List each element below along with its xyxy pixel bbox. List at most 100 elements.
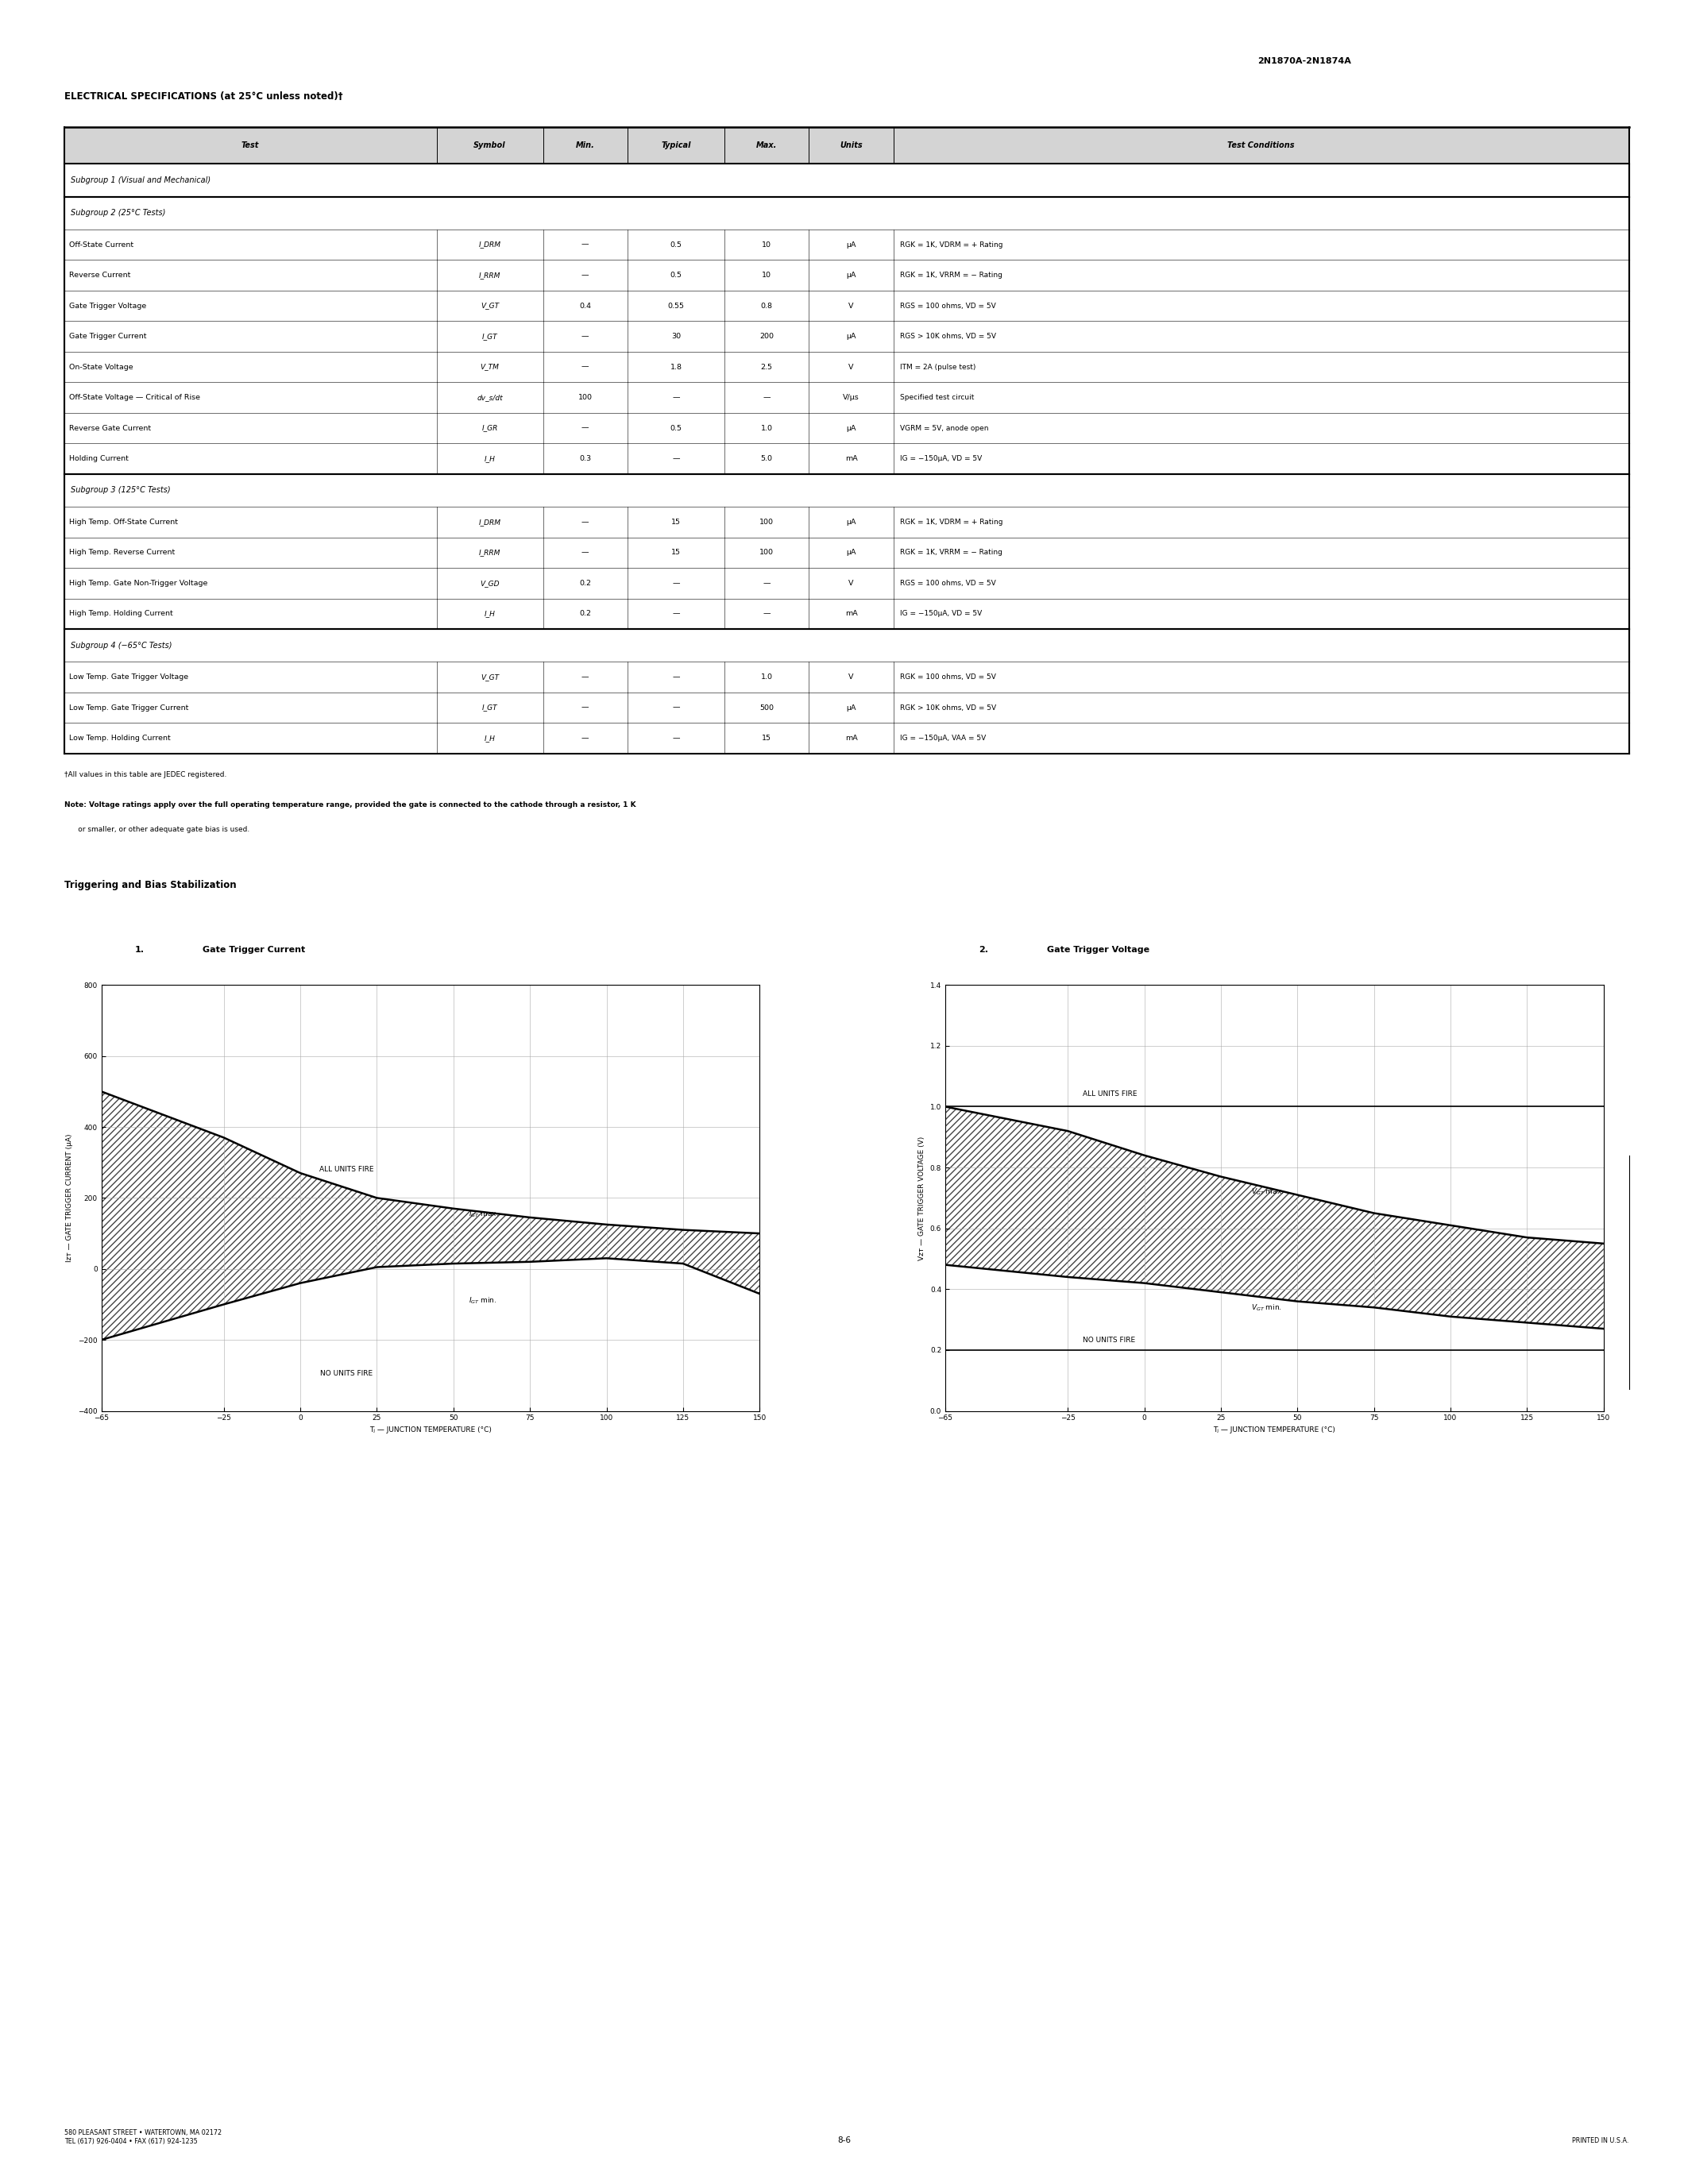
Text: 580 PLEASANT STREET • WATERTOWN, MA 02172
TEL (617) 926-0404 • FAX (617) 924-123: 580 PLEASANT STREET • WATERTOWN, MA 0217… [64,2129,221,2145]
X-axis label: Tⱼ — JUNCTION TEMPERATURE (°C): Tⱼ — JUNCTION TEMPERATURE (°C) [370,1426,491,1433]
Text: Low Temp. Holding Current: Low Temp. Holding Current [69,734,170,743]
Text: High Temp. Holding Current: High Temp. Holding Current [69,609,174,618]
Text: 0.8: 0.8 [761,301,773,310]
Text: μA: μA [846,271,856,280]
Text: Off-State Current: Off-State Current [69,240,133,249]
Text: NO UNITS FIRE: NO UNITS FIRE [1084,1337,1136,1343]
Text: Units: Units [841,142,863,149]
Text: 0.55: 0.55 [668,301,684,310]
Text: $V_{GT}$ min.: $V_{GT}$ min. [1251,1302,1283,1313]
Text: 0.5: 0.5 [670,240,682,249]
Text: —: — [672,579,680,587]
Text: dv_s/dt: dv_s/dt [476,393,503,402]
Text: ITM = 2A (pulse test): ITM = 2A (pulse test) [900,363,976,371]
Text: 30: 30 [672,332,680,341]
Text: I_RRM: I_RRM [479,271,501,280]
Text: μA: μA [846,548,856,557]
Text: Note: Voltage ratings apply over the full operating temperature range, provided : Note: Voltage ratings apply over the ful… [64,802,636,808]
Text: —: — [672,673,680,681]
Text: RGK = 1K, VRRM = − Rating: RGK = 1K, VRRM = − Rating [900,548,1003,557]
Text: Min.: Min. [576,142,594,149]
Text: RGS > 10K ohms, VD = 5V: RGS > 10K ohms, VD = 5V [900,332,996,341]
Text: RGS = 100 ohms, VD = 5V: RGS = 100 ohms, VD = 5V [900,301,996,310]
Text: RGS = 100 ohms, VD = 5V: RGS = 100 ohms, VD = 5V [900,579,996,587]
Text: mA: mA [846,609,858,618]
Text: —: — [672,454,680,463]
Text: VGRM = 5V, anode open: VGRM = 5V, anode open [900,424,989,432]
Text: 1.8: 1.8 [670,363,682,371]
Text: —: — [672,734,680,743]
Text: Typical: Typical [662,142,690,149]
Text: —: — [581,734,589,743]
Text: —: — [581,363,589,371]
Text: I_H: I_H [484,609,495,618]
Text: V: V [849,301,854,310]
Text: —: — [672,609,680,618]
Text: 1.0: 1.0 [761,673,773,681]
Text: I_DRM: I_DRM [479,518,501,526]
Text: Gate Trigger Current: Gate Trigger Current [69,332,147,341]
Text: 10: 10 [761,240,771,249]
Text: —: — [763,393,770,402]
Text: μA: μA [846,424,856,432]
Text: IG = −150μA, VD = 5V: IG = −150μA, VD = 5V [900,609,982,618]
Text: 0.5: 0.5 [670,271,682,280]
Text: High Temp. Gate Non-Trigger Voltage: High Temp. Gate Non-Trigger Voltage [69,579,208,587]
Text: —: — [672,703,680,712]
Text: V_GT: V_GT [481,301,500,310]
Text: 100: 100 [577,393,592,402]
Text: I_GR: I_GR [481,424,498,432]
Text: —: — [581,424,589,432]
Text: Subgroup 1 (Visual and Mechanical): Subgroup 1 (Visual and Mechanical) [71,177,211,183]
Text: 100: 100 [760,518,773,526]
Text: V_TM: V_TM [481,363,500,371]
Text: I_H: I_H [484,734,495,743]
Text: RGK = 1K, VRRM = − Rating: RGK = 1K, VRRM = − Rating [900,271,1003,280]
Text: Gate Trigger Voltage: Gate Trigger Voltage [69,301,147,310]
Text: 15: 15 [761,734,771,743]
Text: NO UNITS FIRE: NO UNITS FIRE [321,1369,373,1378]
X-axis label: Tⱼ — JUNCTION TEMPERATURE (°C): Tⱼ — JUNCTION TEMPERATURE (°C) [1214,1426,1335,1433]
Text: V_GD: V_GD [479,579,500,587]
Text: —: — [672,393,680,402]
Text: 0.4: 0.4 [579,301,591,310]
Text: Gate Trigger Voltage: Gate Trigger Voltage [1047,946,1150,954]
Text: I_H: I_H [484,454,495,463]
Bar [64,127,1629,164]
Text: mA: mA [846,734,858,743]
Text: I_DRM: I_DRM [479,240,501,249]
Text: —: — [763,609,770,618]
Text: RGK = 100 ohms, VD = 5V: RGK = 100 ohms, VD = 5V [900,673,996,681]
Text: $I_{GT}$ max.: $I_{GT}$ max. [469,1210,500,1219]
Text: 5.0: 5.0 [761,454,773,463]
Text: PRINTED IN U.S.A.: PRINTED IN U.S.A. [1572,2138,1629,2145]
Text: Triggering and Bias Stabilization: Triggering and Bias Stabilization [64,880,236,891]
Text: —: — [581,518,589,526]
Text: On-State Voltage: On-State Voltage [69,363,133,371]
Text: μA: μA [846,703,856,712]
Text: —: — [581,332,589,341]
Text: —: — [581,703,589,712]
Text: 1.0: 1.0 [761,424,773,432]
Text: μA: μA [846,332,856,341]
Text: —: — [581,271,589,280]
Text: μA: μA [846,240,856,249]
Y-axis label: Vᴢᴛ — GATE TRIGGER VOLTAGE (V): Vᴢᴛ — GATE TRIGGER VOLTAGE (V) [918,1136,925,1260]
Text: V: V [849,363,854,371]
Text: or smaller, or other adequate gate bias is used.: or smaller, or other adequate gate bias … [64,826,250,832]
Text: I_GT: I_GT [483,703,498,712]
Text: †All values in this table are JEDEC registered.: †All values in this table are JEDEC regi… [64,771,226,778]
Text: $V_{GT}$ max.: $V_{GT}$ max. [1251,1186,1285,1197]
Text: 0.2: 0.2 [579,609,591,618]
Text: Holding Current: Holding Current [69,454,128,463]
Text: RGK = 1K, VDRM = + Rating: RGK = 1K, VDRM = + Rating [900,518,1003,526]
Text: Specified test circuit: Specified test circuit [900,393,974,402]
Text: Reverse Current: Reverse Current [69,271,130,280]
Text: Reverse Gate Current: Reverse Gate Current [69,424,152,432]
Text: Test Conditions: Test Conditions [1227,142,1295,149]
Text: Subgroup 3 (125°C Tests): Subgroup 3 (125°C Tests) [71,487,170,494]
Text: V: V [849,673,854,681]
Text: RGK = 1K, VDRM = + Rating: RGK = 1K, VDRM = + Rating [900,240,1003,249]
Text: 100: 100 [760,548,773,557]
Text: 2.5: 2.5 [761,363,773,371]
